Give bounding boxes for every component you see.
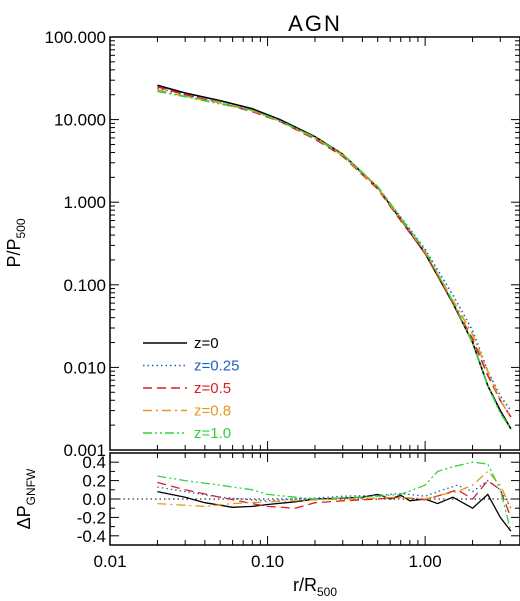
residual-y-axis-label: ΔPGNFW — [14, 468, 38, 529]
main-panel: 100.000 10.000 1.000 0.100 0.010 0.001 P/P500… — [4, 28, 520, 460]
residual-line-z-0-25 — [157, 479, 512, 509]
x-tick-label: 0.01 — [93, 552, 126, 571]
residual-line-z-1-0 — [157, 461, 512, 532]
main-frame — [109, 36, 520, 451]
series-line-z-1-0 — [157, 90, 512, 430]
main-y-tick-label: 0.001 — [63, 441, 106, 460]
main-y-tick-label: 10.000 — [54, 111, 106, 130]
residual-y-tick-label: -0.4 — [77, 527, 106, 546]
residual-line-z-0-8 — [157, 470, 512, 509]
residual-panel: 0.40.20.0-0.2-0.4 ΔPGNFW — [14, 452, 520, 546]
main-series-group — [157, 84, 512, 430]
main-y-tick-labels: 100.000 10.000 1.000 0.100 0.010 0.001 — [45, 28, 106, 460]
residual-series-group — [157, 461, 512, 532]
legend-label: z=0.5 — [194, 380, 231, 397]
legend-item: z=1.0 — [143, 425, 231, 442]
x-axis-label-text: r/R — [293, 575, 317, 595]
residual-y-axis-label-subscript: GNFW — [24, 468, 38, 505]
residual-line-z-0 — [157, 490, 512, 532]
legend-label: z=0.8 — [194, 403, 231, 420]
residual-y-axis-label-text: ΔP — [14, 505, 34, 529]
residual-y-tick-label: 0.2 — [82, 472, 106, 491]
main-y-tick-label: 1.000 — [63, 193, 106, 212]
legend-item: z=0.5 — [143, 380, 231, 397]
legend-item: z=0.25 — [143, 358, 239, 375]
residual-line-z-0-5 — [157, 479, 512, 518]
residual-y-tick-label: 0.0 — [82, 490, 106, 509]
legend-item: z=0.8 — [143, 403, 231, 420]
legend-label: z=0 — [194, 335, 219, 352]
main-y-tick-label: 0.010 — [63, 358, 106, 377]
residual-y-tick-label: -0.2 — [77, 508, 106, 527]
main-y-axis-label: P/P500 — [4, 218, 28, 267]
main-y-tick-label: 100.000 — [45, 28, 106, 47]
x-tick-label: 1.00 — [409, 552, 442, 571]
main-y-axis-label-text: P/P — [4, 239, 24, 268]
legend: z=0 z=0.25 z=0.5 z=0.8 z=1.0 — [143, 335, 239, 442]
series-line-z-0 — [157, 84, 512, 430]
legend-label: z=0.25 — [194, 358, 239, 375]
x-tick-label: 0.10 — [251, 552, 284, 571]
legend-item: z=0 — [143, 335, 219, 352]
x-axis-label-subscript: 500 — [317, 585, 337, 599]
x-axis-label: r/R500 — [293, 575, 337, 599]
main-tick-marks — [109, 37, 520, 451]
main-y-axis-label-subscript: 500 — [14, 218, 28, 238]
residual-y-tick-label: 0.4 — [82, 453, 106, 472]
x-tick-labels: 0.01 0.10 1.00 — [93, 552, 441, 571]
main-y-tick-label: 0.100 — [63, 276, 106, 295]
residual-frame — [109, 452, 520, 546]
residual-y-tick-labels: 0.40.20.0-0.2-0.4 — [77, 453, 106, 546]
chart-title: AGN — [288, 11, 342, 36]
legend-label: z=1.0 — [194, 425, 231, 442]
